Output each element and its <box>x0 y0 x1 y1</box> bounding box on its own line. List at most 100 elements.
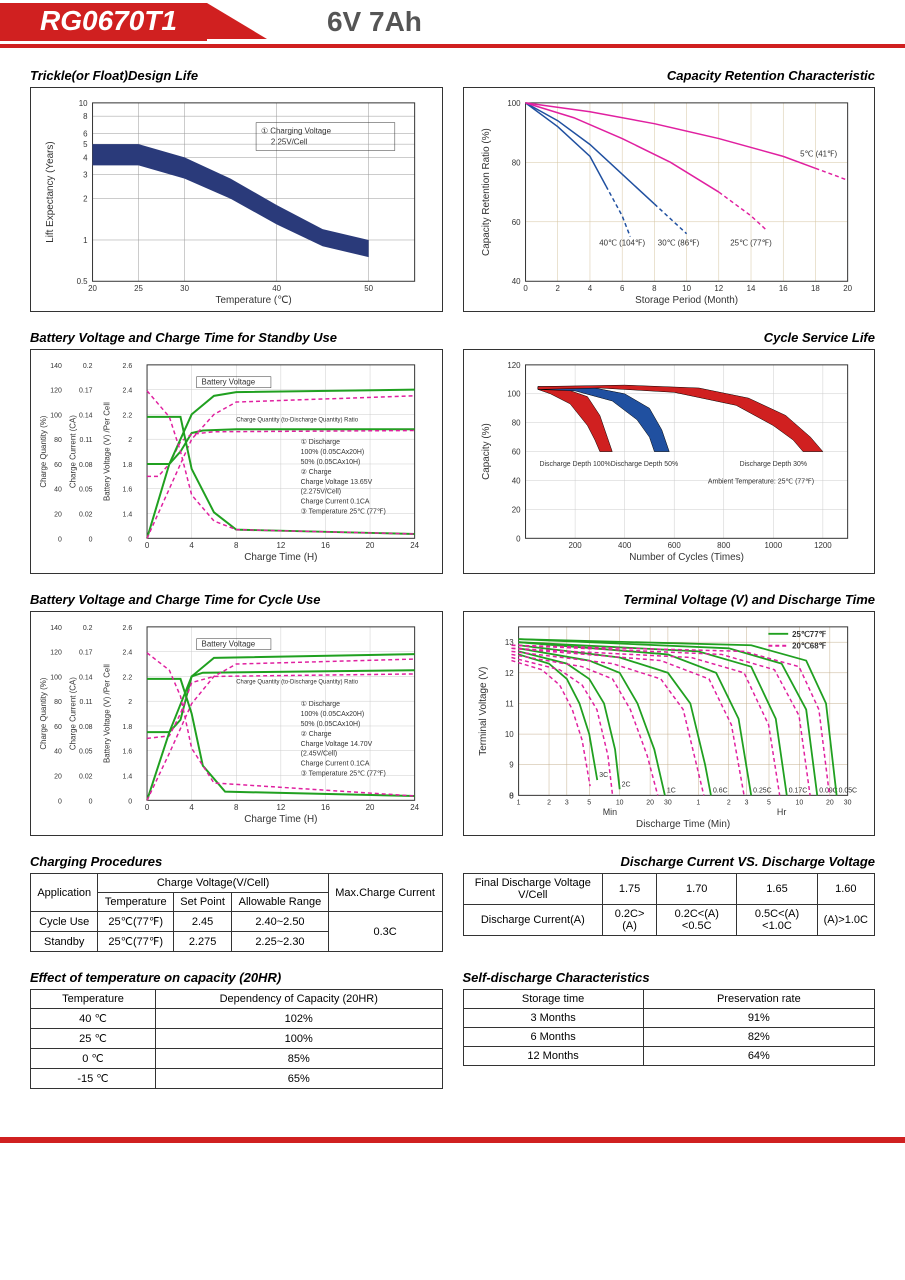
svg-text:(2.45V/Cell): (2.45V/Cell) <box>301 751 338 758</box>
ct-r1c1: 25℃(77℉) <box>98 932 174 952</box>
svg-text:Charge Quantity (to-Discharge: Charge Quantity (to-Discharge Quantity) … <box>236 417 358 423</box>
svg-text:30: 30 <box>843 799 851 806</box>
svg-text:Charge Current (CA): Charge Current (CA) <box>69 677 78 750</box>
ct-r0c1: 25℃(77℉) <box>98 912 174 932</box>
svg-text:2.6: 2.6 <box>123 625 133 632</box>
dt-r2-3: (A)>1.0C <box>817 905 874 936</box>
svg-text:8: 8 <box>509 791 514 800</box>
svg-text:10: 10 <box>615 799 623 806</box>
ct-r0c2: 2.45 <box>173 912 231 932</box>
svg-text:60: 60 <box>511 448 520 457</box>
self-title: Self-discharge Characteristics <box>463 970 876 985</box>
svg-text:12: 12 <box>714 284 723 293</box>
dt-r2-0: 0.2C>(A) <box>603 905 657 936</box>
svg-text:Battery Voltage: Battery Voltage <box>202 640 256 649</box>
svg-text:100: 100 <box>50 674 62 681</box>
svg-text:25℃77℉: 25℃77℉ <box>792 630 826 639</box>
svg-text:1: 1 <box>516 799 520 806</box>
svg-text:20: 20 <box>366 541 375 550</box>
svg-text:0: 0 <box>128 536 132 543</box>
svg-text:Charge Time (H): Charge Time (H) <box>244 552 317 563</box>
svg-text:1.4: 1.4 <box>123 774 133 781</box>
svg-text:20℃68℉: 20℃68℉ <box>792 642 826 651</box>
svg-text:12: 12 <box>504 669 513 678</box>
svg-text:80: 80 <box>511 419 520 428</box>
svg-text:0.02: 0.02 <box>79 512 93 519</box>
svg-text:30: 30 <box>664 799 672 806</box>
svg-text:Number of Cycles (Times): Number of Cycles (Times) <box>629 552 744 563</box>
svg-text:0.17C: 0.17C <box>788 787 806 794</box>
svg-text:0.02: 0.02 <box>79 774 93 781</box>
svg-text:4: 4 <box>587 284 592 293</box>
dt-r1-3: 1.60 <box>817 874 874 905</box>
svg-text:Battery Voltage (V) /Per Cell: Battery Voltage (V) /Per Cell <box>102 664 111 763</box>
svg-text:12: 12 <box>276 803 285 812</box>
svg-text:30: 30 <box>180 284 189 293</box>
svg-text:0: 0 <box>128 798 132 805</box>
svg-text:600: 600 <box>667 541 681 550</box>
svg-text:9: 9 <box>509 761 514 770</box>
svg-text:140: 140 <box>50 363 62 370</box>
svg-text:800: 800 <box>717 541 731 550</box>
svg-text:100: 100 <box>507 390 521 399</box>
svg-text:20: 20 <box>825 799 833 806</box>
svg-text:3: 3 <box>83 171 88 180</box>
svg-text:25℃ (77℉): 25℃ (77℉) <box>730 239 772 248</box>
svg-text:20: 20 <box>511 505 520 514</box>
svg-text:2: 2 <box>726 799 730 806</box>
svg-text:2: 2 <box>547 799 551 806</box>
chart6-title: Terminal Voltage (V) and Discharge Time <box>463 592 876 607</box>
svg-text:Battery Voltage: Battery Voltage <box>202 378 256 387</box>
svg-text:① Charging Voltage: ① Charging Voltage <box>261 127 332 136</box>
svg-text:Discharge Time (Min): Discharge Time (Min) <box>636 819 730 830</box>
svg-text:0.05C: 0.05C <box>838 787 856 794</box>
svg-text:Discharge Depth 50%: Discharge Depth 50% <box>610 461 677 468</box>
svg-text:40℃ (104℉): 40℃ (104℉) <box>599 239 645 248</box>
chart3-box: 04812162024000200.021.4400.051.6600.081.… <box>30 349 443 574</box>
svg-text:Charge Current 0.1CA: Charge Current 0.1CA <box>301 499 370 506</box>
svg-text:3C: 3C <box>599 772 608 779</box>
ct-h3: Allowable Range <box>232 893 329 912</box>
self-table: Storage timePreservation rate3 Months91%… <box>463 989 876 1066</box>
svg-text:1: 1 <box>83 236 88 245</box>
svg-text:3: 3 <box>564 799 568 806</box>
svg-text:40: 40 <box>54 487 62 494</box>
svg-text:2.2: 2.2 <box>123 412 133 419</box>
ct-r0c0: Cycle Use <box>31 912 98 932</box>
chart5-title: Battery Voltage and Charge Time for Cycl… <box>30 592 443 607</box>
svg-text:100: 100 <box>50 412 62 419</box>
charging-table: Application Charge Voltage(V/Cell) Max.C… <box>30 873 443 952</box>
svg-text:16: 16 <box>321 541 330 550</box>
svg-text:0.05: 0.05 <box>79 749 93 756</box>
dt-r2l: Discharge Current(A) <box>463 905 603 936</box>
svg-text:6: 6 <box>619 284 624 293</box>
svg-text:0: 0 <box>523 284 528 293</box>
svg-text:2.4: 2.4 <box>123 650 133 657</box>
svg-text:Charge Voltage 14.70V: Charge Voltage 14.70V <box>301 741 373 748</box>
svg-text:0.14: 0.14 <box>79 412 93 419</box>
chart3-title: Battery Voltage and Charge Time for Stan… <box>30 330 443 345</box>
svg-text:25: 25 <box>134 284 143 293</box>
svg-text:Min: Min <box>602 807 616 817</box>
svg-text:10: 10 <box>795 799 803 806</box>
ct-max: 0.3C <box>328 912 442 952</box>
svg-text:6: 6 <box>83 129 88 138</box>
svg-text:30℃ (86℉): 30℃ (86℉) <box>657 239 699 248</box>
svg-text:100: 100 <box>507 99 521 108</box>
svg-text:Discharge Depth 30%: Discharge Depth 30% <box>739 461 806 468</box>
svg-text:8: 8 <box>652 284 657 293</box>
svg-text:Ambient Temperature: 25℃ (77℉): Ambient Temperature: 25℃ (77℉) <box>707 478 813 485</box>
svg-text:Lift Expectancy (Years): Lift Expectancy (Years) <box>45 141 56 243</box>
svg-text:Charge Quantity (%): Charge Quantity (%) <box>39 415 48 487</box>
svg-text:Capacity Retention Ratio (%): Capacity Retention Ratio (%) <box>480 128 491 256</box>
svg-text:2.25V/Cell: 2.25V/Cell <box>271 137 308 146</box>
svg-text:1200: 1200 <box>814 541 832 550</box>
ct-r1c2: 2.275 <box>173 932 231 952</box>
svg-text:80: 80 <box>54 699 62 706</box>
svg-text:0.2: 0.2 <box>83 625 93 632</box>
svg-text:14: 14 <box>746 284 755 293</box>
svg-text:③ Temperature 25℃ (77℉): ③ Temperature 25℃ (77℉) <box>301 508 386 516</box>
ct-r1c0: Standby <box>31 932 98 952</box>
svg-text:20: 20 <box>54 512 62 519</box>
svg-text:60: 60 <box>54 462 62 469</box>
